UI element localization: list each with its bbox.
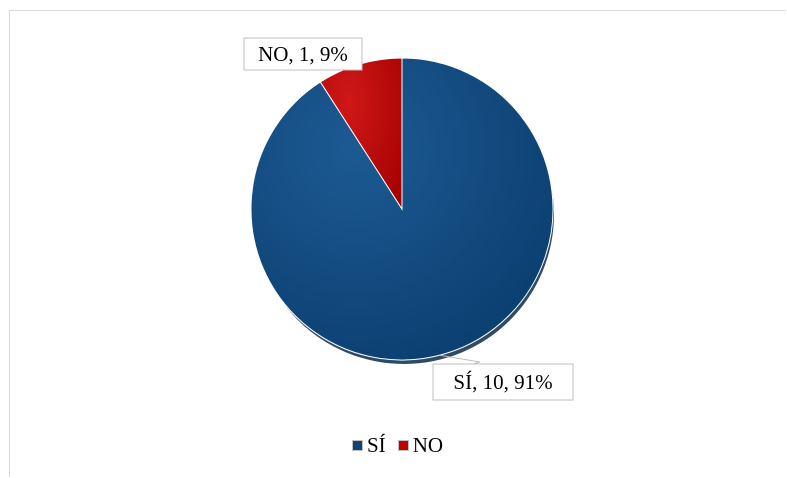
chart-frame	[9, 10, 786, 477]
legend-label-si: SÍ	[367, 433, 386, 457]
legend-item-no: NO	[397, 433, 444, 458]
data-label-0: SÍ, 10, 91%	[453, 370, 552, 394]
legend-swatch-no	[397, 440, 409, 451]
legend-label-no: NO	[412, 433, 444, 457]
data-label-box-1	[243, 37, 363, 71]
data-label-box-0	[432, 363, 574, 401]
legend-swatch-si	[352, 440, 363, 451]
legend-item-si: SÍ	[352, 433, 386, 458]
leader-line-si	[439, 354, 481, 365]
data-label-1: NO, 1, 9%	[258, 42, 348, 66]
legend: SÍ NO	[352, 433, 443, 458]
